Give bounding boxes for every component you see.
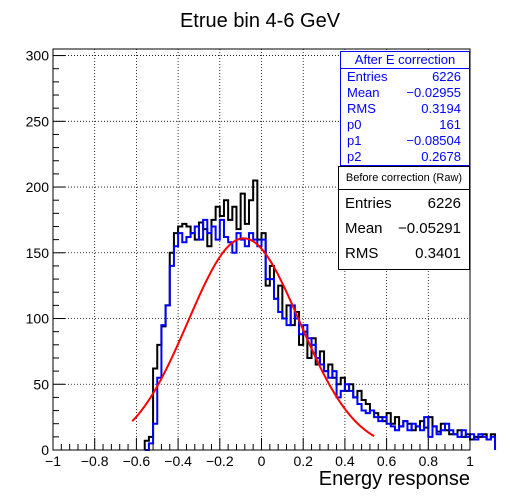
stats-after-key: p1 bbox=[347, 133, 362, 148]
stats-after-value: 0.3194 bbox=[421, 101, 461, 116]
x-tick-label: 0.8 bbox=[419, 453, 439, 469]
x-axis-label: Energy response bbox=[319, 468, 470, 490]
stats-after-value: −0.02955 bbox=[406, 85, 461, 100]
stats-before-key: Mean bbox=[345, 220, 383, 237]
y-tick-label: 250 bbox=[26, 113, 50, 129]
x-tick-label: 0 bbox=[258, 453, 266, 469]
y-tick-label: 0 bbox=[41, 442, 49, 458]
chart-title: Etrue bin 4-6 GeV bbox=[180, 10, 341, 32]
x-tick-label: −0.8 bbox=[81, 453, 109, 469]
stats-after-key: RMS bbox=[347, 101, 376, 116]
stats-after-value: 161 bbox=[439, 117, 461, 132]
stats-after-value: −0.08504 bbox=[406, 133, 461, 148]
stats-after-value: 6226 bbox=[432, 69, 461, 84]
stats-box-before: Before correction (Raw) Entries 6226 Mean −… bbox=[338, 166, 470, 270]
stats-before-value: −0.05291 bbox=[398, 220, 461, 237]
y-tick-label: 200 bbox=[26, 179, 50, 195]
y-tick-label: 50 bbox=[33, 376, 49, 392]
corrected-histogram bbox=[144, 218, 497, 451]
stats-after-key: Entries bbox=[347, 69, 388, 84]
y-tick-label: 100 bbox=[26, 311, 50, 327]
x-tick-label: −1 bbox=[45, 453, 61, 469]
stats-after-key: p2 bbox=[347, 149, 362, 164]
y-tick-label: 300 bbox=[26, 48, 50, 64]
stats-before-title: Before correction (Raw) bbox=[339, 167, 469, 190]
gaussian-fit-curve bbox=[131, 237, 375, 437]
stats-after-title: After E correction bbox=[341, 52, 469, 69]
x-tick-label: 0.6 bbox=[377, 453, 397, 469]
stats-before-key: Entries bbox=[345, 195, 392, 212]
x-tick-label: −0.6 bbox=[123, 453, 151, 469]
stats-after-value: 0.2678 bbox=[421, 149, 461, 164]
x-tick-label: 0.4 bbox=[335, 453, 355, 469]
stats-after-key: p0 bbox=[347, 117, 362, 132]
stats-after-key: Mean bbox=[347, 85, 380, 100]
y-tick-label: 150 bbox=[26, 245, 50, 261]
x-tick-label: −0.2 bbox=[206, 453, 234, 469]
plot-area bbox=[131, 179, 497, 451]
stats-before-key: RMS bbox=[345, 245, 379, 262]
x-tick-label: 0.2 bbox=[293, 453, 313, 469]
stats-before-value: 6226 bbox=[427, 195, 461, 212]
x-tick-label: 1 bbox=[466, 453, 474, 469]
axes: −1 −0.8 −0.6 −0.4 −0.2 0 0.2 0.4 0.6 0.8 1 0 50 100 15… bbox=[26, 48, 474, 469]
x-tick-label: −0.4 bbox=[164, 453, 192, 469]
stats-box-after: After E correction Entries 6226 Mean −0.029… bbox=[340, 51, 470, 166]
stats-before-value: 0.3401 bbox=[415, 245, 461, 262]
